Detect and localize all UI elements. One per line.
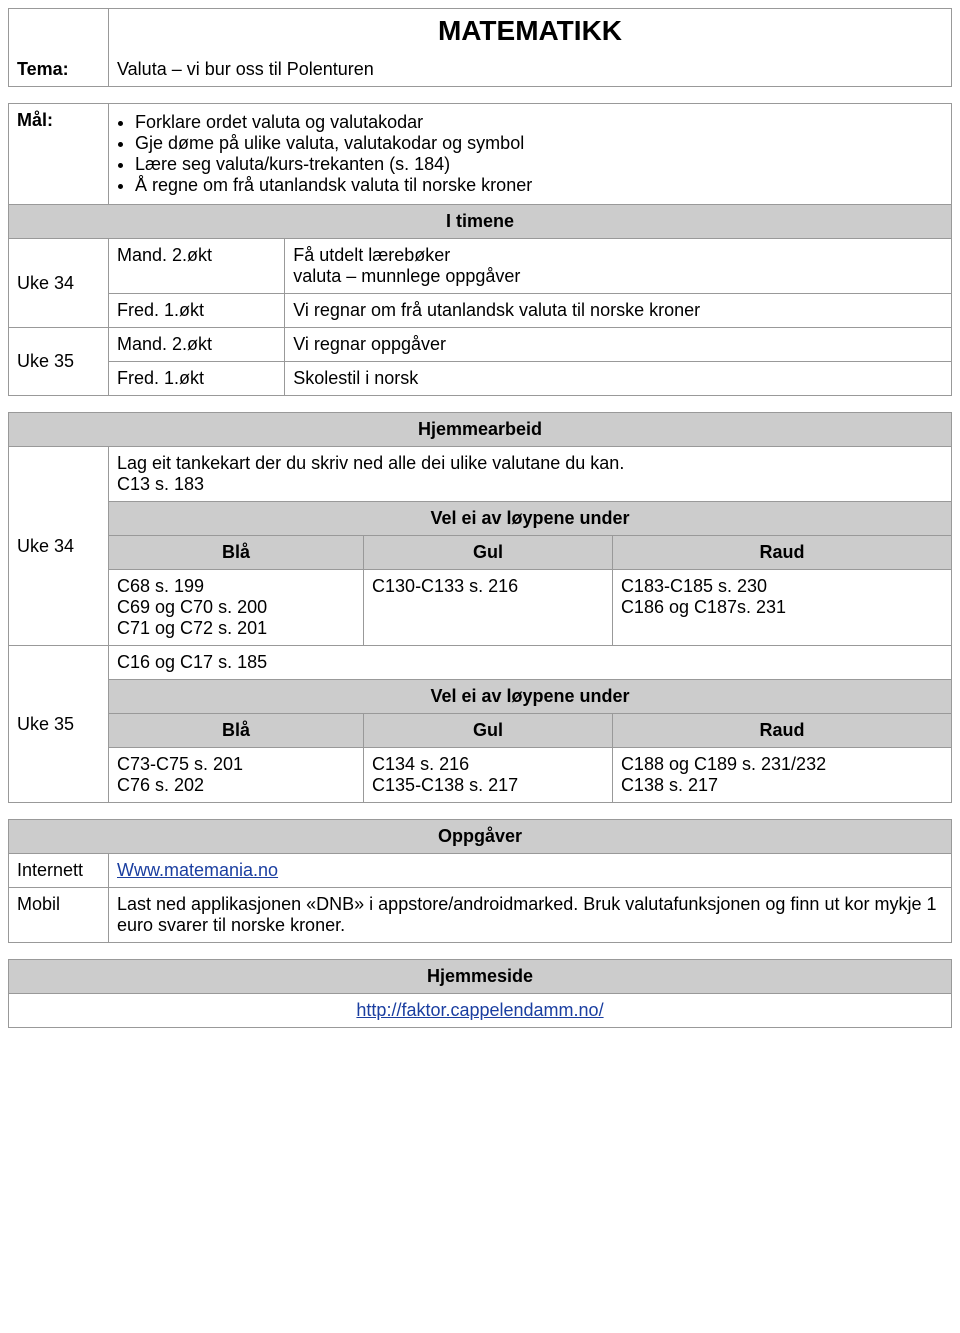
- vel-header: Vel ei av løypene under: [109, 680, 952, 714]
- hjemmeside-cell: http://faktor.cappelendamm.no/: [9, 994, 952, 1028]
- vel-header: Vel ei av løypene under: [109, 502, 952, 536]
- blaa-header: Blå: [109, 536, 364, 570]
- hw-uke35-blaa: C73-C75 s. 201 C76 s. 202: [109, 748, 364, 803]
- goal-item: Forklare ordet valuta og valutakodar: [135, 112, 943, 133]
- itimene-header: I timene: [9, 205, 952, 239]
- hjemmearbeid-table: Hjemmearbeid Uke 34 Lag eit tankekart de…: [8, 412, 952, 803]
- raud-header: Raud: [612, 536, 951, 570]
- goals-cell: Forklare ordet valuta og valutakodar Gje…: [109, 104, 952, 205]
- hw-uke34-intro: Lag eit tankekart der du skriv ned alle …: [109, 447, 952, 502]
- tema-text: Valuta – vi bur oss til Polenturen: [109, 53, 952, 87]
- hw-uke35-intro: C16 og C17 s. 185: [109, 646, 952, 680]
- hjemmeside-link[interactable]: http://faktor.cappelendamm.no/: [356, 1000, 603, 1020]
- session-text: Vi regnar oppgåver: [285, 328, 952, 362]
- mobil-label: Mobil: [9, 888, 109, 943]
- uke35-label: Uke 35: [9, 328, 109, 396]
- session-text: Skolestil i norsk: [285, 362, 952, 396]
- hw-uke35-raud: C188 og C189 s. 231/232 C138 s. 217: [612, 748, 951, 803]
- uke35-hw-label: Uke 35: [9, 646, 109, 803]
- hjemmeside-header: Hjemmeside: [9, 960, 952, 994]
- hjemmeside-table: Hjemmeside http://faktor.cappelendamm.no…: [8, 959, 952, 1028]
- tema-label: Tema:: [9, 9, 109, 87]
- goals-list: Forklare ordet valuta og valutakodar Gje…: [135, 112, 943, 196]
- goal-item: Gje døme på ulike valuta, valutakodar og…: [135, 133, 943, 154]
- hjemmearbeid-header: Hjemmearbeid: [9, 413, 952, 447]
- hw-uke34-raud: C183-C185 s. 230 C186 og C187s. 231: [612, 570, 951, 646]
- internett-link[interactable]: Www.matemania.no: [117, 860, 278, 880]
- gul-header: Gul: [364, 714, 613, 748]
- session-slot: Mand. 2.økt: [109, 239, 285, 294]
- oppgaver-header: Oppgåver: [9, 820, 952, 854]
- session-slot: Fred. 1.økt: [109, 362, 285, 396]
- oppgaver-table: Oppgåver Internett Www.matemania.no Mobi…: [8, 819, 952, 943]
- hw-uke35-gul: C134 s. 216 C135-C138 s. 217: [364, 748, 613, 803]
- internett-label: Internett: [9, 854, 109, 888]
- session-slot: Mand. 2.økt: [109, 328, 285, 362]
- tema-table: Tema: MATEMATIKK Valuta – vi bur oss til…: [8, 8, 952, 87]
- gul-header: Gul: [364, 536, 613, 570]
- subject-title: MATEMATIKK: [109, 9, 952, 54]
- session-text: Få utdelt lærebøker valuta – munnlege op…: [285, 239, 952, 294]
- maal-label: Mål:: [9, 104, 109, 205]
- session-slot: Fred. 1.økt: [109, 294, 285, 328]
- uke34-hw-label: Uke 34: [9, 447, 109, 646]
- hw-uke34-blaa: C68 s. 199 C69 og C70 s. 200 C71 og C72 …: [109, 570, 364, 646]
- uke34-label: Uke 34: [9, 239, 109, 328]
- hw-uke34-gul: C130-C133 s. 216: [364, 570, 613, 646]
- blaa-header: Blå: [109, 714, 364, 748]
- raud-header: Raud: [612, 714, 951, 748]
- goal-item: Å regne om frå utanlandsk valuta til nor…: [135, 175, 943, 196]
- maal-itimene-table: Mål: Forklare ordet valuta og valutakoda…: [8, 103, 952, 396]
- internett-cell: Www.matemania.no: [109, 854, 952, 888]
- session-text: Vi regnar om frå utanlandsk valuta til n…: [285, 294, 952, 328]
- goal-item: Lære seg valuta/kurs-trekanten (s. 184): [135, 154, 943, 175]
- mobil-text: Last ned applikasjonen «DNB» i appstore/…: [109, 888, 952, 943]
